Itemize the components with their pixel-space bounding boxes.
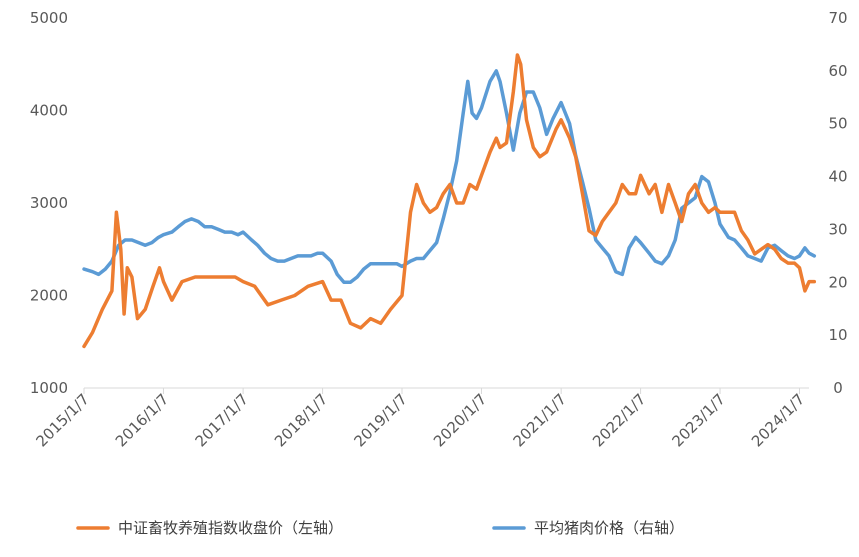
- x-axis-tick-label: 2020/1/7: [430, 390, 490, 450]
- x-axis-tick-label: 2017/1/7: [192, 390, 252, 450]
- right-axis-tick-label: 0: [833, 379, 843, 397]
- x-axis-tick-label: 2024/1/7: [748, 390, 808, 450]
- x-axis-tick-label: 2016/1/7: [112, 390, 172, 450]
- left-axis-tick-label: 5000: [30, 9, 68, 27]
- right-axis-tick-label: 60: [828, 62, 847, 80]
- x-axis-tick-label: 2019/1/7: [350, 390, 410, 450]
- x-axis-tick-label: 2021/1/7: [510, 390, 570, 450]
- right-axis-tick-label: 50: [828, 115, 847, 133]
- x-axis-tick-label: 2022/1/7: [589, 390, 649, 450]
- right-axis-tick-label: 40: [828, 168, 847, 186]
- right-axis: 0 10 20 30 40 50 60 70: [828, 9, 847, 397]
- left-axis: 1000 2000 3000 4000 5000: [30, 9, 68, 397]
- x-axis-tick-label: 2023/1/7: [669, 390, 729, 450]
- legend-item-index: 中证畜牧养殖指数收盘价（左轴）: [118, 519, 343, 537]
- left-axis-tick-label: 3000: [30, 194, 68, 212]
- right-axis-tick-label: 20: [828, 273, 847, 291]
- legend: 中证畜牧养殖指数收盘价（左轴） 平均猪肉价格（右轴）: [76, 519, 684, 537]
- left-axis-tick-label: 1000: [30, 379, 68, 397]
- left-axis-tick-label: 4000: [30, 102, 68, 120]
- x-axis: 2015/1/7 2016/1/7 2017/1/7 2018/1/7 2019/1/7…: [32, 388, 808, 450]
- x-axis-tick-label: 2015/1/7: [32, 390, 92, 450]
- right-axis-tick-label: 70: [828, 9, 847, 27]
- series-line-index: [82, 53, 817, 349]
- legend-item-pork-price: 平均猪肉价格（右轴）: [534, 519, 684, 537]
- series-line-pork-price: [82, 69, 817, 285]
- right-axis-tick-label: 30: [828, 220, 847, 238]
- left-axis-tick-label: 2000: [30, 287, 68, 305]
- x-axis-tick-label: 2018/1/7: [271, 390, 331, 450]
- right-axis-tick-label: 10: [828, 326, 847, 344]
- plot-area: [82, 53, 817, 349]
